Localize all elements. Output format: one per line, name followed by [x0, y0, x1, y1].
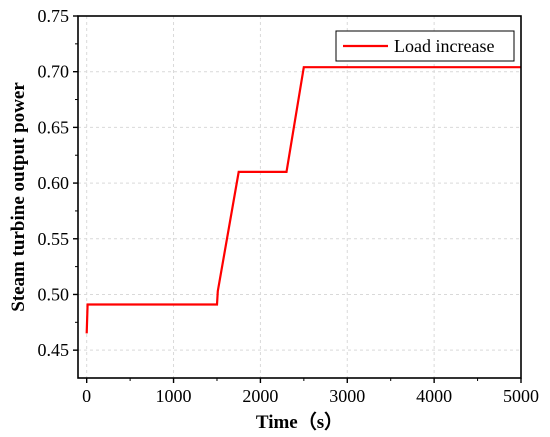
- x-tick-label: 1000: [156, 386, 192, 406]
- x-tick-label: 3000: [329, 386, 365, 406]
- y-tick-label: 0.75: [38, 6, 70, 26]
- y-tick-label: 0.50: [38, 284, 70, 304]
- x-axis-label: Time（s）: [256, 410, 343, 433]
- y-tick-label: 0.60: [38, 173, 70, 193]
- series-layer: [85, 66, 521, 334]
- x-tick-label: 0: [82, 386, 91, 406]
- x-tick-label: 4000: [416, 386, 452, 406]
- x-tick-label: 5000: [503, 386, 539, 406]
- y-axis-label: Steam turbine output power: [8, 82, 29, 312]
- series-line-0: [85, 66, 521, 334]
- y-tick-label: 0.55: [38, 229, 70, 249]
- legend-label: Load increase: [394, 36, 494, 56]
- y-tick-label: 0.45: [38, 340, 70, 360]
- grid: [78, 15, 522, 378]
- plot-frame: [77, 15, 522, 379]
- y-tick-label: 0.65: [38, 117, 70, 137]
- legend: Load increase: [335, 30, 515, 62]
- y-tick-label: 0.70: [38, 62, 70, 82]
- x-tick-label: 2000: [242, 386, 278, 406]
- ticks: 0 1000 2000 3000 4000 5000 0.45 0.50 0.55 0.60 0.6…: [38, 6, 540, 406]
